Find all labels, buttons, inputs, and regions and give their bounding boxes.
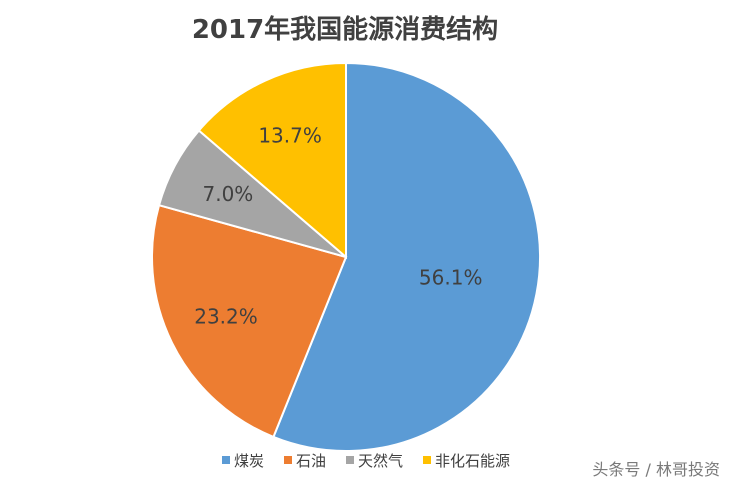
legend-swatch-3: [346, 456, 354, 464]
legend-label-2: 石油: [296, 452, 326, 470]
pie-slice-1: [272, 61, 541, 452]
watermark: 头条号 / 林哥投资: [592, 460, 720, 479]
legend-label-4: 非化石能源: [435, 452, 510, 470]
legend-label-3: 天然气: [358, 452, 403, 470]
pie-slice-4: [197, 61, 347, 260]
pie-slice-2: [151, 203, 348, 439]
data-label-1: 56.1%: [419, 265, 483, 289]
pie-data-labels: 56.1% 23.2% 7.0% 13.7%: [194, 123, 482, 328]
legend-swatch-4: [423, 456, 431, 464]
legend-swatch-2: [284, 456, 292, 464]
chart-legend: 煤炭 石油 天然气 非化石能源: [222, 452, 510, 470]
legend-label-1: 煤炭: [234, 452, 264, 470]
data-label-3: 7.0%: [202, 182, 253, 206]
legend-swatch-1: [222, 456, 230, 464]
data-label-2: 23.2%: [194, 304, 258, 328]
chart-title: 2017年我国能源消费结构: [192, 14, 498, 45]
data-label-4: 13.7%: [258, 123, 322, 147]
pie-slices: [151, 61, 541, 452]
